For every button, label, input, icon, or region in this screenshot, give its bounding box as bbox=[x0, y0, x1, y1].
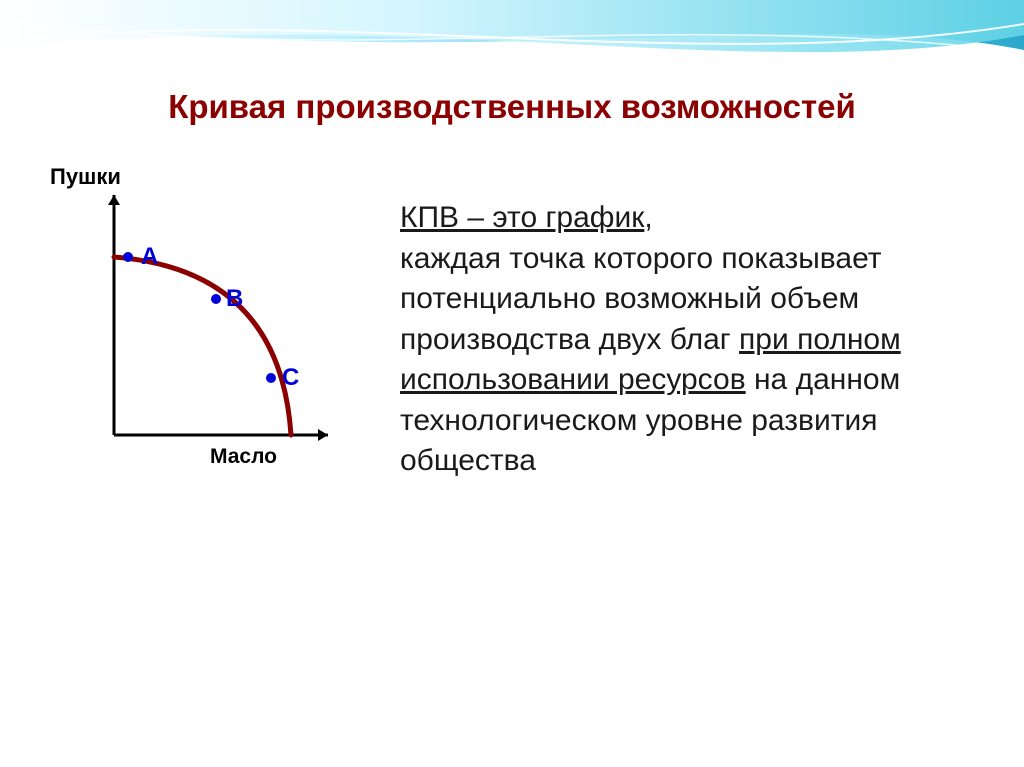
point-label-b: B bbox=[226, 285, 243, 313]
ppf-chart bbox=[80, 180, 350, 470]
point-label-c: C bbox=[282, 364, 299, 392]
definition-underline-1: КПВ – это график bbox=[400, 201, 644, 234]
top-wave bbox=[0, 0, 1024, 90]
point-label-a: A bbox=[141, 243, 158, 271]
definition-rest-1: , bbox=[644, 201, 652, 234]
page-title: Кривая производственных возможностей bbox=[0, 88, 1024, 126]
definition-text: КПВ – это график, каждая точка которого … bbox=[400, 198, 980, 482]
